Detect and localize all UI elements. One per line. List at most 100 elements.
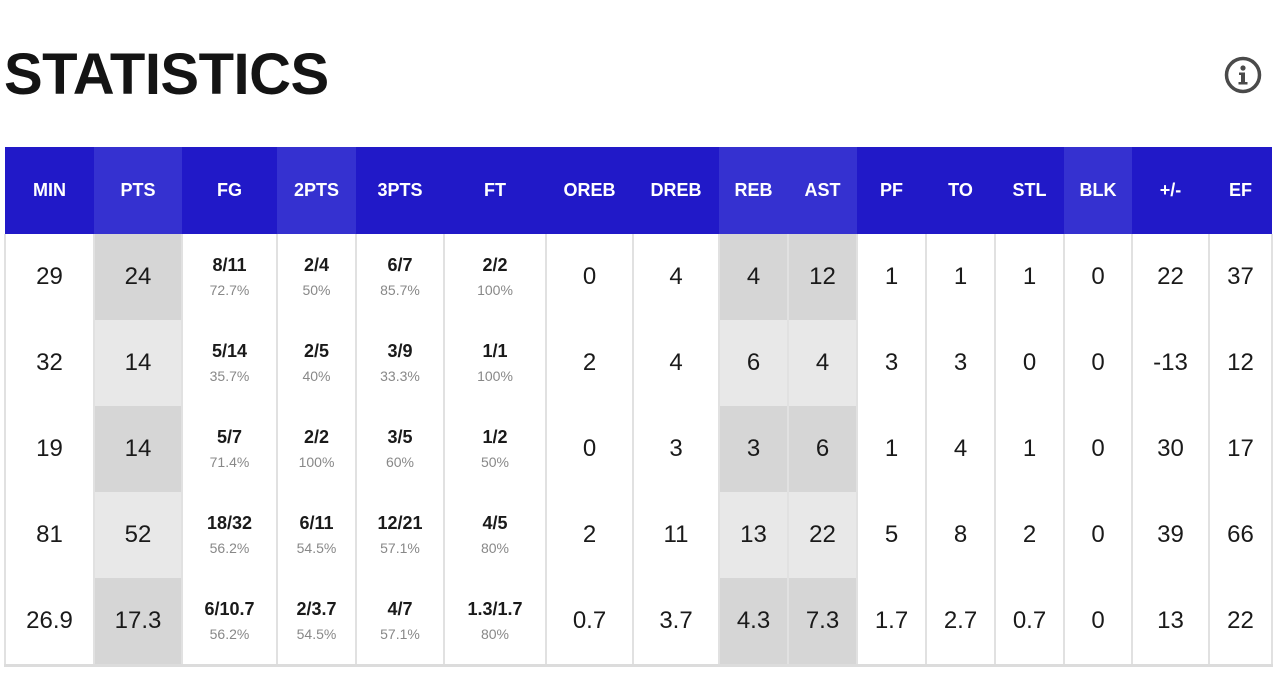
fg-percentage: 72.7%	[209, 281, 250, 298]
cell-ft: 1.3/1.7 80%	[444, 578, 547, 667]
cell-3pts: 4/7 57.1%	[356, 578, 445, 667]
column-header-stl[interactable]: STL	[995, 147, 1064, 234]
fg-percentage: 56.2%	[209, 625, 250, 642]
info-icon[interactable]	[1224, 56, 1262, 94]
column-header-dreb[interactable]: DREB	[633, 147, 719, 234]
cell-stl: 0.7	[995, 578, 1065, 667]
ft-percentage: 100%	[477, 367, 513, 384]
table-row: 81 52 18/32 56.2% 6/11 54.5% 12/21 57.1% 4/…	[4, 492, 1273, 578]
cell-3pts: 3/9 33.3%	[356, 320, 445, 406]
3pts-percentage: 60%	[385, 453, 415, 470]
cell-2pts: 2/3.7 54.5%	[277, 578, 357, 667]
table-row: 19 14 5/7 71.4% 2/2 100% 3/5 60% 1/2 50% 0 3…	[4, 406, 1273, 492]
cell-oreb: 0	[546, 406, 634, 492]
column-header-3pts[interactable]: 3PTS	[356, 147, 444, 234]
cell-blk: 0	[1064, 492, 1133, 578]
cell-ef: 22	[1209, 578, 1273, 667]
column-header-ef[interactable]: EF	[1209, 147, 1272, 234]
cell-pts: 24	[94, 234, 183, 320]
cell-plus-minus: 39	[1132, 492, 1210, 578]
cell-reb: 4.3	[719, 578, 789, 667]
2pts-made-attempted: 6/11	[299, 512, 334, 533]
3pts-percentage: 33.3%	[380, 367, 420, 384]
fg-made-attempted: 5/7	[216, 426, 243, 447]
table-row: 26.9 17.3 6/10.7 56.2% 2/3.7 54.5% 4/7 57.1…	[4, 578, 1273, 667]
cell-oreb: 0.7	[546, 578, 634, 667]
column-header-2pts[interactable]: 2PTS	[277, 147, 356, 234]
table-row: 32 14 5/14 35.7% 2/5 40% 3/9 33.3% 1/1 100% …	[4, 320, 1273, 406]
column-header-oreb[interactable]: OREB	[546, 147, 633, 234]
cell-pts: 14	[94, 406, 183, 492]
fg-made-attempted: 8/11	[212, 254, 247, 275]
column-header-plus-minus[interactable]: +/-	[1132, 147, 1209, 234]
fg-made-attempted: 5/14	[211, 340, 248, 361]
cell-reb: 6	[719, 320, 789, 406]
2pts-percentage: 54.5%	[296, 539, 337, 556]
cell-min: 26.9	[4, 578, 95, 667]
cell-fg: 5/14 35.7%	[182, 320, 278, 406]
fg-percentage: 56.2%	[209, 539, 250, 556]
cell-oreb: 2	[546, 320, 634, 406]
cell-blk: 0	[1064, 406, 1133, 492]
3pts-made-attempted: 4/7	[387, 598, 413, 619]
column-header-pf[interactable]: PF	[857, 147, 926, 234]
cell-dreb: 3	[633, 406, 720, 492]
cell-reb: 3	[719, 406, 789, 492]
cell-blk: 0	[1064, 320, 1133, 406]
cell-pts: 52	[94, 492, 183, 578]
cell-to: 1	[926, 234, 996, 320]
cell-plus-minus: -13	[1132, 320, 1210, 406]
cell-ef: 12	[1209, 320, 1273, 406]
3pts-made-attempted: 12/21	[377, 512, 423, 533]
cell-3pts: 6/7 85.7%	[356, 234, 445, 320]
fg-made-attempted: 18/32	[206, 512, 253, 533]
ft-made-attempted: 1/2	[482, 426, 508, 447]
cell-oreb: 0	[546, 234, 634, 320]
cell-2pts: 2/5 40%	[277, 320, 357, 406]
cell-to: 2.7	[926, 578, 996, 667]
column-header-ft[interactable]: FT	[444, 147, 546, 234]
cell-blk: 0	[1064, 234, 1133, 320]
cell-min: 32	[4, 320, 95, 406]
column-header-reb[interactable]: REB	[719, 147, 788, 234]
cell-plus-minus: 22	[1132, 234, 1210, 320]
statistics-table: MIN PTS FG 2PTS 3PTS FT OREB DREB REB AS…	[4, 147, 1273, 667]
cell-stl: 1	[995, 406, 1065, 492]
ft-made-attempted: 2/2	[482, 254, 508, 275]
cell-stl: 0	[995, 320, 1065, 406]
cell-min: 81	[4, 492, 95, 578]
column-header-to[interactable]: TO	[926, 147, 995, 234]
page-title: STATISTICS	[4, 42, 329, 107]
ft-percentage: 50%	[480, 453, 510, 470]
cell-plus-minus: 30	[1132, 406, 1210, 492]
column-header-min[interactable]: MIN	[5, 147, 94, 234]
column-header-fg[interactable]: FG	[182, 147, 277, 234]
header-row: MIN PTS FG 2PTS 3PTS FT OREB DREB REB AS…	[5, 147, 1272, 234]
cell-ast: 22	[788, 492, 858, 578]
cell-dreb: 4	[633, 320, 720, 406]
cell-pts: 14	[94, 320, 183, 406]
cell-pts: 17.3	[94, 578, 183, 667]
cell-plus-minus: 13	[1132, 578, 1210, 667]
cell-reb: 4	[719, 234, 789, 320]
2pts-made-attempted: 2/5	[303, 340, 330, 361]
2pts-percentage: 40%	[302, 367, 331, 384]
column-header-pts[interactable]: PTS	[94, 147, 182, 234]
cell-fg: 5/7 71.4%	[182, 406, 278, 492]
ft-made-attempted: 1.3/1.7	[467, 598, 523, 619]
column-header-blk[interactable]: BLK	[1064, 147, 1132, 234]
cell-to: 4	[926, 406, 996, 492]
3pts-percentage: 85.7%	[380, 281, 420, 298]
cell-ast: 4	[788, 320, 858, 406]
cell-min: 29	[4, 234, 95, 320]
3pts-made-attempted: 3/5	[387, 426, 413, 447]
column-header-ast[interactable]: AST	[788, 147, 857, 234]
cell-ft: 1/2 50%	[444, 406, 547, 492]
cell-ef: 17	[1209, 406, 1273, 492]
fg-made-attempted: 6/10.7	[204, 598, 255, 619]
ft-percentage: 80%	[480, 539, 510, 556]
fg-percentage: 35.7%	[209, 367, 250, 384]
3pts-made-attempted: 3/9	[387, 340, 413, 361]
fg-percentage: 71.4%	[209, 453, 250, 470]
cell-to: 3	[926, 320, 996, 406]
